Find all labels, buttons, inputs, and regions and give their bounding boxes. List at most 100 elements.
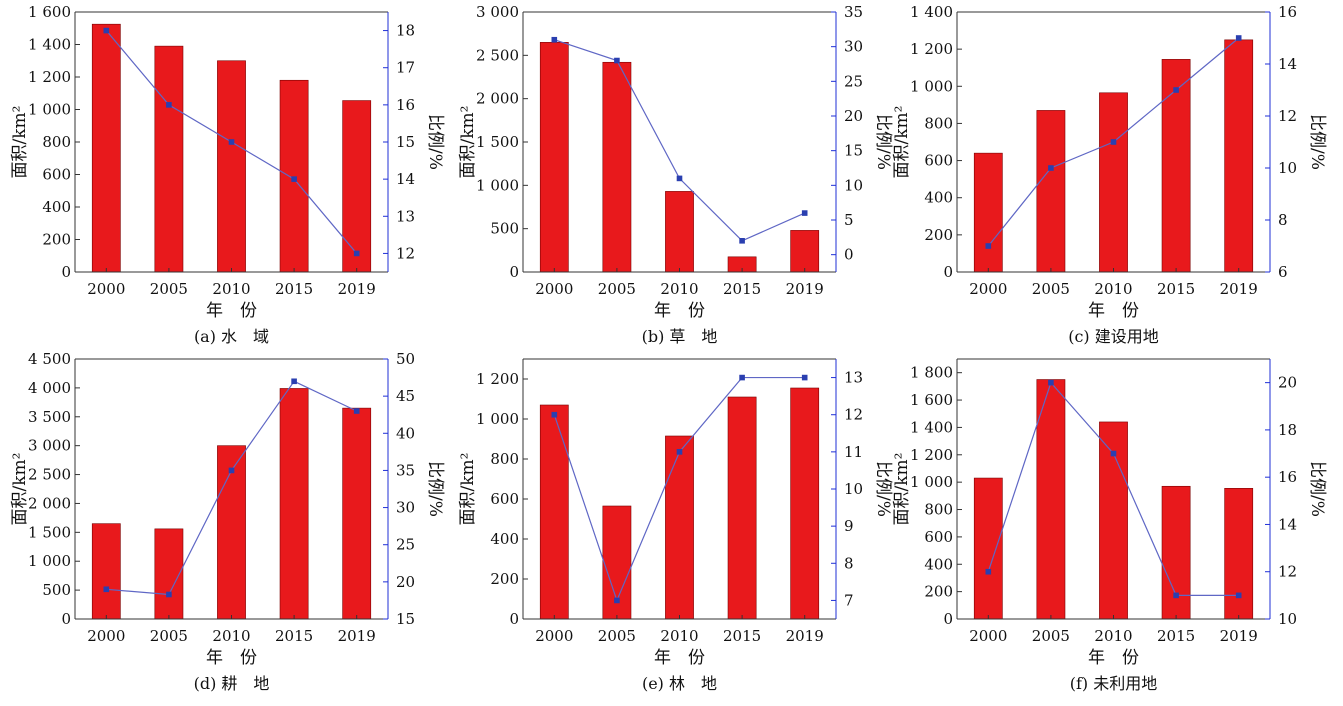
right-tick-label: 20 <box>1278 374 1297 392</box>
left-tick-label: 1 600 <box>910 391 953 409</box>
left-tick-label: 0 <box>61 610 71 628</box>
bar-2005 <box>1036 110 1066 273</box>
left-tick-label: 2 000 <box>28 494 71 512</box>
right-axis-title: 比例/% <box>425 461 445 517</box>
chart-panel-a: 0 200 400 600 800 1 000 1 200 1 400 1 600 12 13 14 1… <box>10 3 445 346</box>
chart-panel-d: 0 500 1 000 1 500 2 000 2 500 3 000 3 500 4 000 4… <box>10 350 445 693</box>
right-tick-label: 18 <box>396 22 415 40</box>
left-tick-label: 1 600 <box>28 3 71 21</box>
bar-2015 <box>1161 59 1191 273</box>
ratio-point-2000 <box>551 36 558 43</box>
ratio-point-2015 <box>291 378 297 385</box>
x-axis-title: 年 份 <box>654 648 705 668</box>
ratio-point-2005 <box>614 597 620 604</box>
x-tick-label: 2005 <box>1032 280 1070 298</box>
bar-2015 <box>727 396 757 620</box>
left-tick-label: 1 400 <box>910 3 953 21</box>
left-tick-label: 600 <box>42 166 71 184</box>
x-tick-label: 2000 <box>87 280 125 298</box>
right-tick-label: 10 <box>844 176 863 194</box>
right-axis-title: 比例/% <box>1307 114 1327 170</box>
panel-caption: (d) 耕 地 <box>194 674 270 693</box>
x-tick-label: 2010 <box>1094 627 1132 645</box>
panel-caption: (f) 未利用地 <box>1070 674 1158 693</box>
left-axis-title: 面积/km² <box>892 453 912 526</box>
left-tick-label: 0 <box>509 610 519 628</box>
x-tick-label: 2005 <box>598 280 636 298</box>
right-tick-label: 40 <box>396 424 415 442</box>
x-tick-label: 2019 <box>338 627 376 645</box>
bar-2000 <box>539 404 569 620</box>
right-tick-label: 50 <box>396 350 415 368</box>
ratio-point-2005 <box>166 591 172 598</box>
right-tick-label: 25 <box>844 72 863 90</box>
x-axis-title: 年 份 <box>206 648 257 668</box>
left-tick-label: 2 500 <box>28 466 71 484</box>
right-axis-title: 比例/% <box>873 461 893 517</box>
x-axis-title: 年 份 <box>1088 648 1139 668</box>
panel-caption: (b) 草 地 <box>642 327 718 346</box>
right-tick-label: 14 <box>396 170 415 188</box>
x-tick-label: 2005 <box>1032 627 1070 645</box>
x-tick-label: 2019 <box>1220 280 1258 298</box>
bar-2000 <box>539 42 569 273</box>
left-tick-label: 1 000 <box>910 77 953 95</box>
x-tick-label: 2000 <box>535 280 573 298</box>
right-tick-label: 16 <box>396 96 415 114</box>
right-tick-label: 16 <box>1278 468 1297 486</box>
left-tick-label: 400 <box>490 530 519 548</box>
left-tick-label: 600 <box>490 490 519 508</box>
x-tick-label: 2010 <box>212 627 250 645</box>
right-tick-label: 35 <box>844 3 863 21</box>
right-tick-label: 13 <box>844 369 863 387</box>
ratio-point-2015 <box>1173 592 1179 599</box>
left-tick-label: 1 000 <box>28 552 71 570</box>
ratio-point-2019 <box>801 374 808 381</box>
right-tick-label: 10 <box>1278 159 1297 177</box>
right-tick-label: 35 <box>396 461 415 479</box>
panel-caption: (a) 水 域 <box>194 327 269 346</box>
right-tick-label: 45 <box>396 387 415 405</box>
bar-2019 <box>342 407 372 620</box>
left-tick-label: 200 <box>490 570 519 588</box>
chart-panel-c: 0 200 400 600 800 1 000 1 200 1 400 6 8 10 12 14 16 20… <box>892 3 1327 346</box>
left-tick-label: 4 500 <box>28 350 71 368</box>
left-axis-title: 面积/km² <box>10 453 30 526</box>
x-tick-label: 2005 <box>150 280 188 298</box>
ratio-point-2015 <box>739 238 745 244</box>
bar-2010 <box>217 445 246 620</box>
left-tick-label: 3 500 <box>28 408 71 426</box>
right-tick-label: 14 <box>1278 515 1297 533</box>
left-tick-label: 1 400 <box>910 418 953 436</box>
right-tick-label: 12 <box>1278 563 1297 581</box>
left-tick-label: 400 <box>924 555 953 573</box>
left-tick-label: 1 200 <box>476 370 519 388</box>
right-tick-label: 9 <box>844 517 854 535</box>
ratio-point-2005 <box>1048 379 1054 386</box>
bar-2019 <box>342 100 372 273</box>
left-tick-label: 400 <box>42 198 71 216</box>
x-tick-label: 2019 <box>338 280 376 298</box>
ratio-point-2000 <box>103 586 110 593</box>
left-tick-label: 500 <box>42 581 71 599</box>
bar-2019 <box>790 387 820 620</box>
bar-2005 <box>154 528 184 620</box>
right-tick-label: 15 <box>396 133 415 151</box>
ratio-point-2010 <box>676 175 683 182</box>
left-axis-title: 面积/km² <box>892 106 912 179</box>
left-tick-label: 1 500 <box>28 523 71 541</box>
x-tick-label: 2019 <box>786 280 824 298</box>
left-tick-label: 800 <box>924 114 953 132</box>
bar-2010 <box>1099 92 1128 273</box>
right-tick-label: 5 <box>844 211 854 229</box>
x-tick-label: 2015 <box>1157 627 1195 645</box>
left-tick-label: 1 200 <box>910 446 953 464</box>
ratio-point-2019 <box>353 250 360 257</box>
x-tick-label: 2015 <box>1157 280 1195 298</box>
right-axis-title: 比例/% <box>1307 461 1327 517</box>
x-tick-label: 2000 <box>87 627 125 645</box>
x-tick-label: 2010 <box>660 627 698 645</box>
right-tick-label: 12 <box>396 244 415 262</box>
bar-2010 <box>217 60 246 273</box>
